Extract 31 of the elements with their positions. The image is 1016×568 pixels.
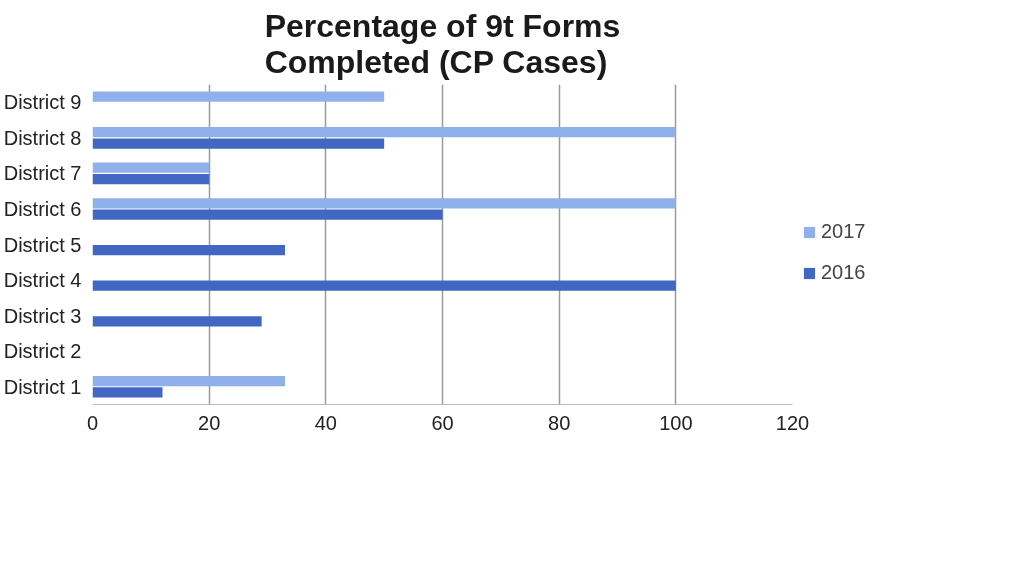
bar: [92, 198, 676, 209]
bar: [92, 245, 285, 256]
x-tick-label: 80: [548, 411, 571, 434]
y-tick-label: District 1: [3, 375, 82, 398]
bar: [92, 375, 285, 387]
legend-label: 2016: [821, 261, 866, 284]
y-tick-label: District 4: [3, 269, 82, 292]
legend-label: 2017: [821, 220, 866, 243]
y-tick-label: District 9: [3, 91, 82, 114]
y-tick-label: District 8: [3, 126, 82, 149]
x-tick-label: 0: [86, 411, 99, 434]
chart-title: Percentage of 9t Forms Completed (CP Cases): [264, 7, 621, 80]
x-tick-label: 20: [198, 411, 221, 434]
x-tick-label: 60: [431, 411, 454, 434]
bar: [92, 280, 676, 291]
bar: [92, 173, 210, 185]
x-tick-label: 120: [775, 411, 810, 434]
bar: [92, 138, 385, 149]
bar: [92, 127, 676, 138]
bar: [92, 209, 443, 220]
y-tick-label: District 5: [3, 233, 82, 256]
y-tick-label: District 7: [3, 162, 82, 185]
y-tick-label: District 2: [3, 340, 82, 363]
bar: [92, 162, 210, 173]
bar: [92, 316, 262, 327]
x-tick-label: 40: [314, 411, 337, 434]
y-tick-label: District 3: [3, 304, 82, 327]
bar: [92, 387, 163, 398]
bar: [92, 91, 385, 102]
x-tick-label: 100: [659, 411, 693, 434]
y-tick-label: District 6: [3, 197, 82, 220]
